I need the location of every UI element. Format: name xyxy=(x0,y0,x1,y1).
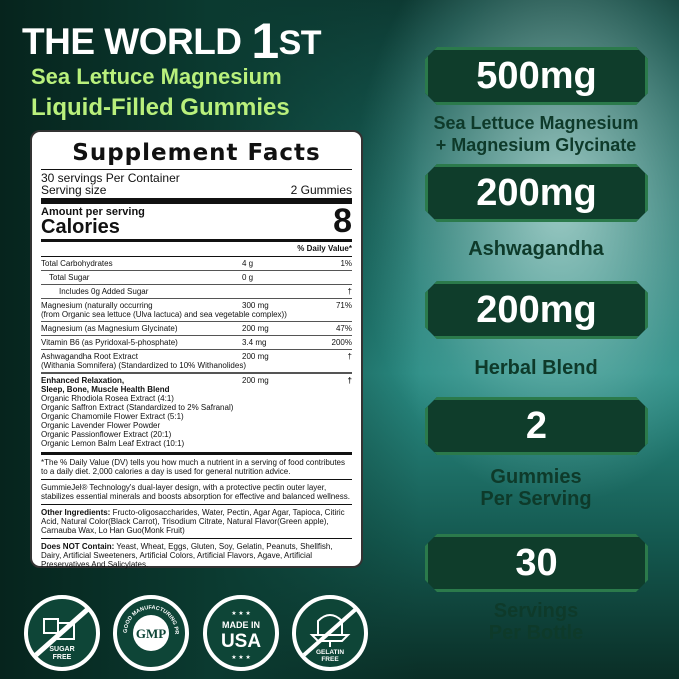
does-not-contain: Does NOT Contain: Yeast, Wheat, Eggs, Gl… xyxy=(41,542,333,569)
daily-value-header: % Daily Value* xyxy=(297,244,352,253)
blend-item: Organic Chamomile Flower Extract (5:1) xyxy=(41,412,184,421)
highlight-label: Ashwagandha xyxy=(468,238,604,260)
other-ingredients: Other Ingredients: Fructo-oligosaccharid… xyxy=(41,508,345,535)
icon-text: MADE IN xyxy=(222,620,260,630)
icon-text: GELATIN xyxy=(316,649,344,656)
sugar-free-icon: SUGAR FREE xyxy=(24,595,100,671)
svg-text:★ ★ ★: ★ ★ ★ xyxy=(231,610,250,617)
blend-item: Organic Passionflower Extract (20:1) xyxy=(41,430,172,439)
highlight-badge-herbal: 200mg xyxy=(425,281,648,339)
icon-text: FREE xyxy=(53,654,72,661)
gmp-icon: GMP GOOD MANUFACTURING PRACTICE xyxy=(113,595,189,671)
svg-text:★ ★ ★: ★ ★ ★ xyxy=(231,654,250,661)
highlight-label: Herbal Blend xyxy=(474,357,598,379)
icon-text: GMP xyxy=(136,626,166,641)
subtitle-line-2: Liquid-Filled Gummies xyxy=(31,94,290,121)
subtitle-line-1: Sea Lettuce Magnesium xyxy=(31,64,282,89)
icon-text: SUGAR xyxy=(49,646,74,653)
made-in-usa-icon: ★ ★ ★ MADE IN USA ★ ★ ★ xyxy=(203,595,279,671)
headline-number: 1 xyxy=(251,13,279,69)
calories-label: Calories xyxy=(41,216,120,238)
technology-note: GummieJel® Technology's dual-layer desig… xyxy=(41,483,350,501)
supplement-facts-panel: Supplement Facts 30 servings Per Contain… xyxy=(30,130,363,569)
icon-text: USA xyxy=(221,631,261,652)
facts-row: Vitamin B6 (as Pyridoxal-5-phosphate) 3.4… xyxy=(41,336,352,350)
blend-item: Organic Saffron Extract (Standardized to… xyxy=(41,403,234,412)
facts-row: Includes 0g Added Sugar † xyxy=(41,285,352,299)
facts-row: Total Carbohydrates 4 g 1% xyxy=(41,257,352,271)
highlight-label: Servings Per Bottle xyxy=(488,600,584,644)
facts-heading: Supplement Facts xyxy=(72,140,321,166)
icon-text: FREE xyxy=(321,656,339,663)
facts-row: Magnesium (as Magnesium Glycinate) 200 mg… xyxy=(41,322,352,336)
serving-size-value: 2 Gummies xyxy=(290,183,352,197)
facts-row: Magnesium (naturally occurring 300 mg 71%(… xyxy=(41,299,352,322)
serving-size-label: Serving size xyxy=(41,183,107,197)
highlight-label: Sea Lettuce Magnesium + Magnesium Glycina… xyxy=(433,113,639,155)
headline: THE WORLD 1ST xyxy=(22,12,322,70)
highlight-badge-ashwagandha: 200mg xyxy=(425,164,648,222)
amount-per-serving: Amount per serving xyxy=(41,206,145,218)
highlight-badge-gummies: 2 xyxy=(425,397,648,455)
highlight-badge-magnesium: 500mg xyxy=(425,47,648,105)
footnote: *The % Daily Value (DV) tells you how mu… xyxy=(41,458,345,476)
blend-item: Organic Rhodiola Rosea Extract (4:1) xyxy=(41,394,174,403)
facts-row: Ashwagandha Root Extract 200 mg † (Withania… xyxy=(41,350,352,374)
highlight-badge-servings: 30 xyxy=(425,534,648,592)
blend-item: Organic Lavender Flower Powder xyxy=(41,421,161,430)
servings-per-container: 30 servings Per Container xyxy=(41,171,180,185)
gelatin-free-icon: GELATIN FREE xyxy=(292,595,368,671)
facts-row: Total Sugar 0 g xyxy=(41,271,352,285)
headline-text: THE WORLD xyxy=(22,21,242,62)
highlight-label: Gummies Per Serving xyxy=(480,466,592,510)
headline-suffix: ST xyxy=(278,24,322,62)
blend-item: Organic Lemon Balm Leaf Extract (10:1) xyxy=(41,439,185,448)
calories-value: 8 xyxy=(333,202,352,240)
herbal-blend: Enhanced Relaxation, 200 mg † Sleep, Bone,… xyxy=(41,376,352,448)
